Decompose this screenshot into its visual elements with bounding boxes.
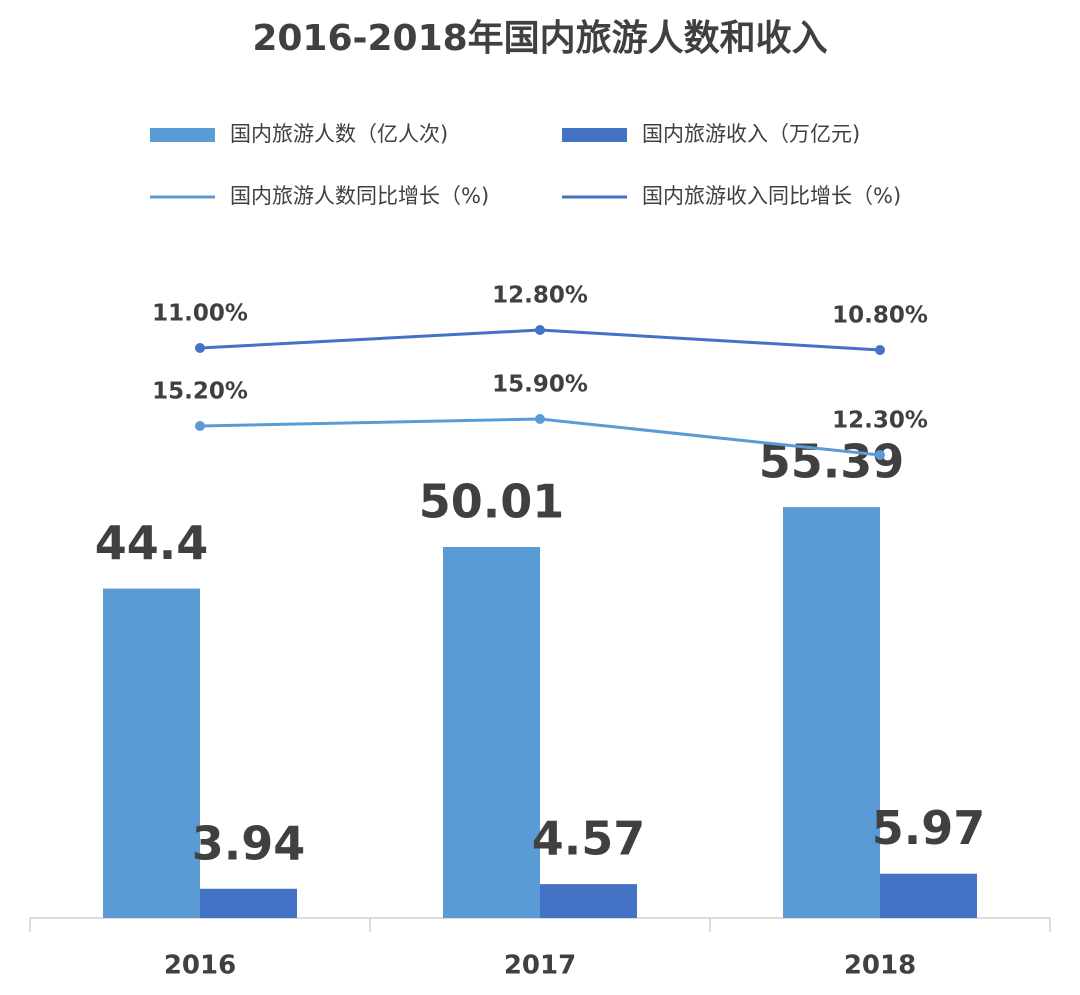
bar-value-label: 4.57: [532, 812, 646, 866]
line-value-label: 15.20%: [152, 379, 248, 405]
line-point: [535, 414, 545, 424]
bar: [783, 507, 880, 918]
line-point: [875, 345, 885, 355]
x-tick-label: 2017: [504, 951, 576, 981]
line-point: [195, 343, 205, 353]
bar-value-label: 50.01: [419, 474, 565, 528]
bar-value-label: 55.39: [759, 435, 905, 489]
bar-value-label: 5.97: [872, 801, 986, 855]
bar: [200, 888, 297, 918]
line-value-label: 11.00%: [152, 301, 248, 327]
legend-label: 国内旅游人数（亿人次): [230, 122, 448, 146]
chart-title: 2016-2018年国内旅游人数和收入: [252, 18, 827, 59]
line-value-label: 10.80%: [832, 303, 928, 329]
x-tick-label: 2016: [164, 951, 236, 981]
legend-label: 国内旅游收入同比增长（%): [642, 184, 901, 208]
legend-swatch: [562, 128, 627, 142]
bar-value-label: 3.94: [192, 816, 306, 870]
bar: [443, 546, 540, 918]
legend-label: 国内旅游收入（万亿元): [642, 122, 860, 146]
legend-swatch: [150, 128, 215, 142]
bar: [880, 873, 977, 918]
line-point: [195, 421, 205, 431]
line-value-label: 12.30%: [832, 408, 928, 434]
bar: [103, 588, 200, 918]
bar: [540, 884, 637, 918]
line-value-label: 15.90%: [492, 372, 588, 398]
legend-label: 国内旅游人数同比增长（%): [230, 184, 489, 208]
line-value-label: 12.80%: [492, 283, 588, 309]
line-point: [535, 325, 545, 335]
bar-value-label: 44.4: [95, 516, 209, 570]
x-tick-label: 2018: [844, 951, 916, 981]
line-point: [875, 450, 885, 460]
